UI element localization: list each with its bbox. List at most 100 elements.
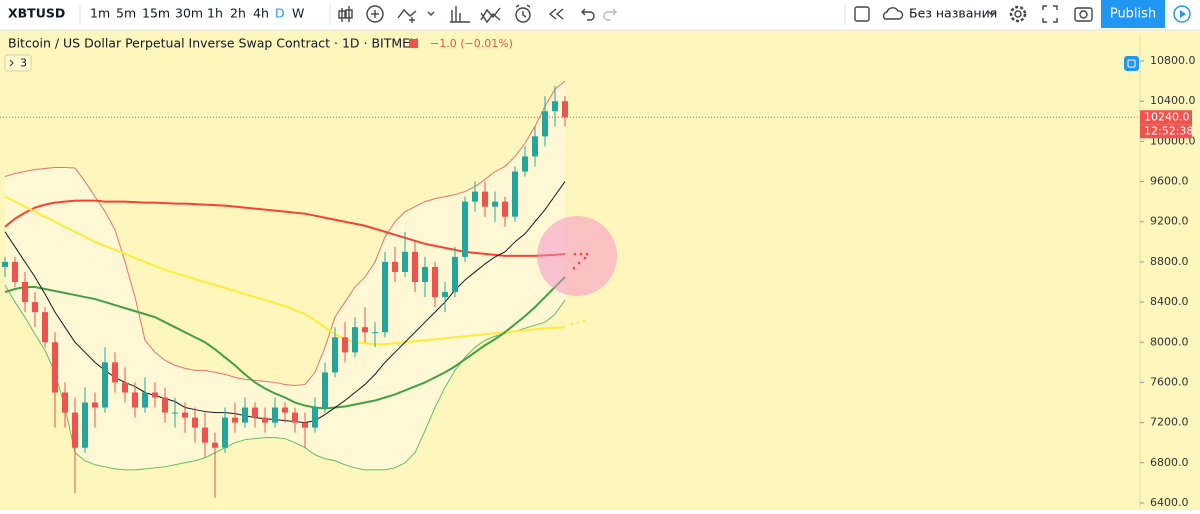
toolbar (0, 0, 1200, 30)
candle-body (402, 251, 408, 272)
candle-body (212, 442, 218, 448)
bollinger-lower (4, 284, 566, 471)
candle-body (2, 261, 8, 267)
interval[interactable]: 5m (116, 6, 136, 21)
interval[interactable]: 2h (230, 6, 246, 21)
candle-body (62, 392, 68, 413)
candle-body (22, 281, 28, 303)
candle-body (92, 402, 98, 408)
indicators-toggle[interactable] (4, 54, 32, 72)
candle-body (242, 407, 248, 423)
candle-body (172, 412, 178, 414)
redo-icon[interactable] (603, 8, 617, 21)
candle-body (362, 327, 368, 333)
candle-body (482, 191, 488, 207)
highlight-circle (537, 216, 617, 296)
candle-body (512, 171, 518, 217)
interval-active[interactable]: D (275, 6, 285, 21)
candle-body (452, 256, 458, 293)
snapshot-icon[interactable] (1074, 7, 1093, 22)
indicator-line (4, 195, 566, 346)
publish-label[interactable]: Publish (1110, 7, 1156, 22)
projection-dot (577, 261, 581, 265)
candle-body (372, 332, 378, 334)
projection-dot (572, 266, 576, 270)
alert-icon[interactable] (515, 4, 531, 23)
candle-body (52, 342, 58, 393)
replay-icon[interactable] (548, 8, 564, 20)
fullscreen-box-icon[interactable] (854, 6, 870, 22)
candle-body (492, 201, 498, 207)
y-tick-label: 8400.0 (1150, 295, 1189, 308)
symbol[interactable]: XBTUSD (8, 6, 65, 21)
play-button[interactable] (1173, 5, 1191, 23)
indicator-line (4, 276, 566, 410)
indicators-icon[interactable] (450, 6, 470, 23)
y-tick-label: 8800.0 (1150, 255, 1189, 268)
candle-body (32, 302, 38, 313)
price-change: −1.0 (−0.01%) (430, 37, 513, 50)
y-tick-label: 7200.0 (1150, 416, 1189, 429)
interval[interactable]: 30m (175, 6, 203, 21)
candle-body (322, 372, 328, 408)
last-price-box (1140, 110, 1192, 125)
interval[interactable]: 4h (253, 6, 269, 21)
countdown-label: 12:52:38 (1144, 124, 1193, 137)
publish-button[interactable] (1101, 0, 1165, 28)
y-tick-label: 10800.0 (1150, 54, 1196, 67)
projection-dot (583, 256, 587, 260)
candle-body (252, 407, 258, 418)
y-tick-label: 9200.0 (1150, 215, 1189, 228)
candle-body (12, 261, 18, 282)
templates-icon[interactable] (480, 7, 501, 24)
auto-scale-button[interactable] (1124, 56, 1139, 71)
candle-body (112, 362, 118, 383)
interval[interactable]: 1h (207, 6, 223, 21)
interval[interactable]: W (292, 6, 304, 21)
candle-body (152, 392, 158, 398)
interval[interactable]: 1m (90, 6, 110, 21)
candle-body (202, 427, 208, 443)
candle-body (382, 261, 388, 333)
candle-body (42, 312, 48, 343)
candle-body (232, 417, 238, 423)
last-price-label: 10240.0 (1144, 110, 1190, 123)
cloud-icon[interactable] (882, 7, 904, 20)
candle-body (182, 412, 188, 418)
indicators-count[interactable]: 3 (20, 57, 27, 70)
projection-dot (570, 322, 574, 326)
candle-body (302, 422, 308, 428)
add-indicator-icon[interactable] (366, 5, 384, 23)
interval[interactable]: 15m (142, 6, 170, 21)
chart-legend-title: Bitcoin / US Dollar Perpetual Inverse Sw… (8, 36, 419, 51)
y-tick-label: 8000.0 (1150, 335, 1189, 348)
compare-icon[interactable] (397, 8, 435, 23)
settings-icon[interactable] (1009, 5, 1027, 23)
candle-body (122, 382, 128, 393)
candle-body (522, 156, 528, 172)
candle-body (102, 362, 108, 408)
layout-name[interactable]: Без названия (909, 6, 997, 21)
layout-menu-icon[interactable] (988, 11, 996, 16)
projection-dot (573, 252, 577, 256)
candle-body (82, 402, 88, 448)
candle-body (432, 266, 438, 298)
candle-body (142, 392, 148, 408)
candle-body (162, 397, 168, 413)
indicator-line (4, 199, 566, 257)
expand-icon[interactable] (1042, 5, 1058, 23)
candle-body (132, 392, 138, 408)
undo-icon[interactable] (581, 8, 595, 21)
countdown-box (1140, 124, 1192, 139)
projection-dot (585, 252, 589, 256)
y-tick-label: 6800.0 (1150, 456, 1189, 469)
candle-body (332, 337, 338, 373)
plot: 6400.0 6800.0 7200.0 7600.0 8000.0 8400.0 8800… (0, 35, 1196, 510)
bollinger-fill (5, 81, 565, 470)
projection-dot (579, 252, 583, 256)
candle-body (552, 101, 558, 112)
candle-body (562, 101, 568, 118)
candle-body (262, 417, 268, 423)
candles-icon[interactable] (338, 6, 353, 22)
